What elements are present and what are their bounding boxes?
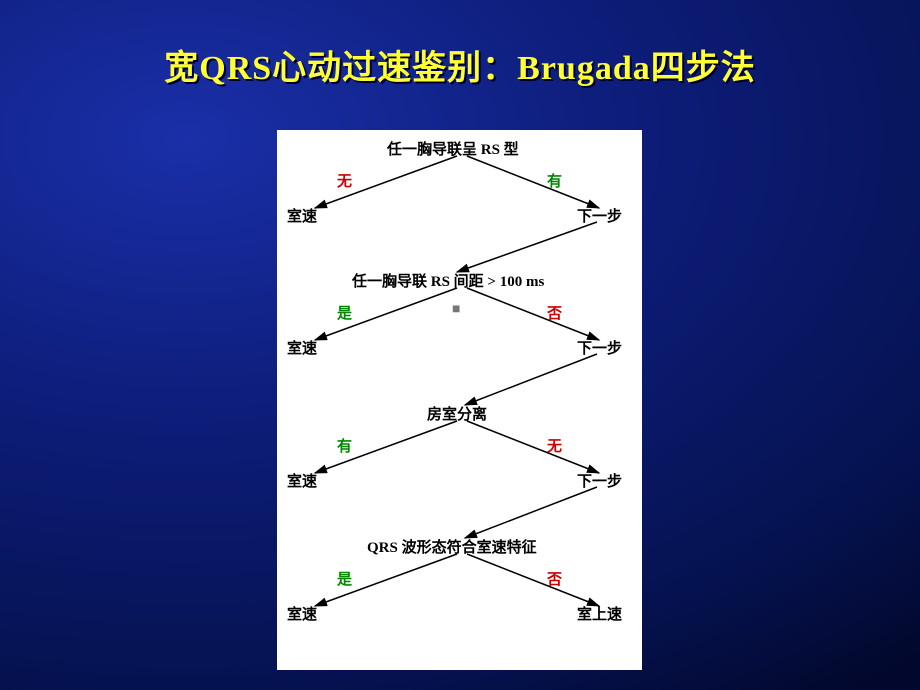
step2-question: 任一胸导联 RS 间距 > 100 ms (352, 270, 544, 291)
step3-left-result: 室速 (287, 470, 317, 491)
step3-left-label: 有 (337, 435, 352, 456)
step1-right-label: 有 (547, 170, 562, 191)
step2-right-result: 下一步 (577, 337, 622, 358)
step1-right-result: 下一步 (577, 205, 622, 226)
step1-question: 任一胸导联呈 RS 型 (387, 138, 519, 159)
watermark-dot: ■ (452, 302, 460, 318)
step4-left-result: 室速 (287, 603, 317, 624)
step2-right-label: 否 (547, 302, 562, 323)
step3-right-result: 下一步 (577, 470, 622, 491)
step2-left-result: 室速 (287, 337, 317, 358)
flowchart-diagram: 任一胸导联呈 RS 型 无 有 室速 下一步 任一胸导联 RS 间距 > 100… (277, 130, 642, 670)
slide: 宽QRS心动过速鉴别：Brugada四步法 任一胸导联呈 (0, 0, 920, 690)
step2-left-label: 是 (337, 302, 352, 323)
step3-question: 房室分离 (427, 403, 487, 424)
slide-title: 宽QRS心动过速鉴别：Brugada四步法 (0, 40, 920, 89)
step4-question: QRS 波形态符合室速特征 (367, 536, 537, 557)
step4-left-label: 是 (337, 568, 352, 589)
step4-right-result: 室上速 (577, 603, 622, 624)
step1-left-result: 室速 (287, 205, 317, 226)
step3-right-label: 无 (547, 435, 562, 456)
step4-right-label: 否 (547, 568, 562, 589)
step1-left-label: 无 (337, 170, 352, 191)
